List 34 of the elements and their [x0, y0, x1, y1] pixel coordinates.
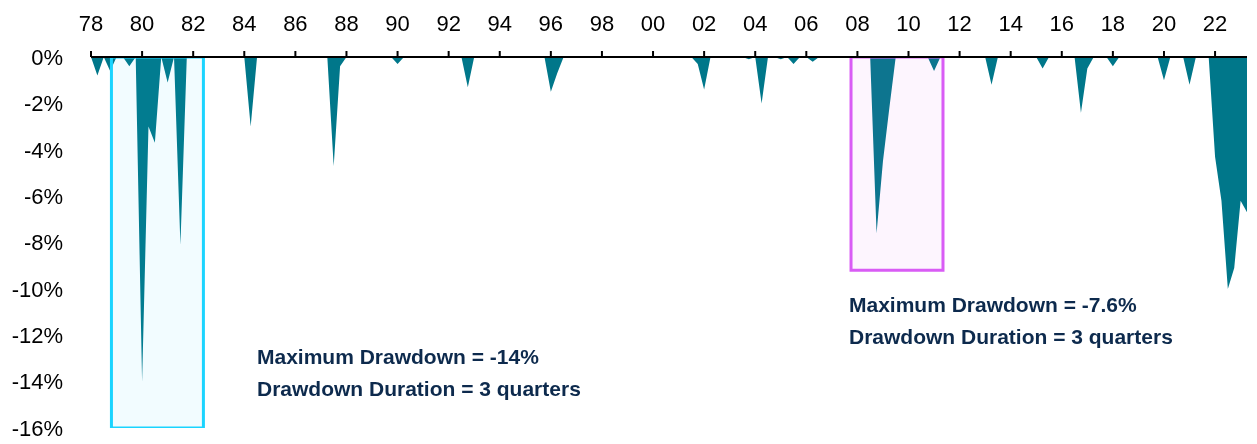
y-tick-label: -10% [11, 276, 63, 302]
y-tick-label: -6% [23, 183, 63, 209]
x-tick-label: 20 [1151, 11, 1177, 36]
x-tick-label: 18 [1100, 11, 1126, 36]
x-tick-label: 88 [334, 11, 359, 36]
x-tick-label: 14 [998, 11, 1023, 36]
x-tick-label: 80 [129, 11, 155, 36]
x-tick-label: 78 [78, 11, 104, 36]
x-tick-label: 08 [845, 11, 870, 36]
x-tick-label: 16 [1049, 11, 1075, 36]
annotation: Maximum Drawdown = -14% Drawdown Duration = 3 quarters [257, 344, 581, 402]
x-tick-label: 00 [640, 11, 666, 36]
y-tick-label: -2% [23, 91, 63, 117]
y-tick-label: -16% [11, 415, 63, 441]
x-tick-label: 90 [385, 11, 410, 36]
y-tick-label: 0% [31, 44, 63, 70]
x-tick-label: 10 [896, 11, 921, 36]
x-tick-label: 02 [691, 11, 717, 36]
y-tick-label: -8% [23, 230, 63, 256]
x-tick-label: 86 [283, 11, 308, 36]
y-tick-label: -14% [11, 369, 63, 395]
x-tick-label: 98 [589, 11, 615, 36]
y-tick-label: -4% [23, 137, 63, 163]
y-tick-label: -12% [11, 323, 63, 349]
x-tick-label: 96 [538, 11, 564, 36]
x-tick-label: 04 [742, 11, 768, 36]
x-tick-label: 06 [794, 11, 819, 36]
x-tick-label: 84 [232, 11, 257, 36]
annotation: Maximum Drawdown = -7.6% Drawdown Duration = 3 quarters [849, 292, 1173, 350]
x-tick-label: 12 [947, 11, 972, 36]
x-tick-label: 92 [436, 11, 461, 36]
x-tick-label: 94 [487, 11, 512, 36]
x-tick-label: 82 [180, 11, 206, 36]
x-tick-label: 22 [1202, 11, 1228, 36]
